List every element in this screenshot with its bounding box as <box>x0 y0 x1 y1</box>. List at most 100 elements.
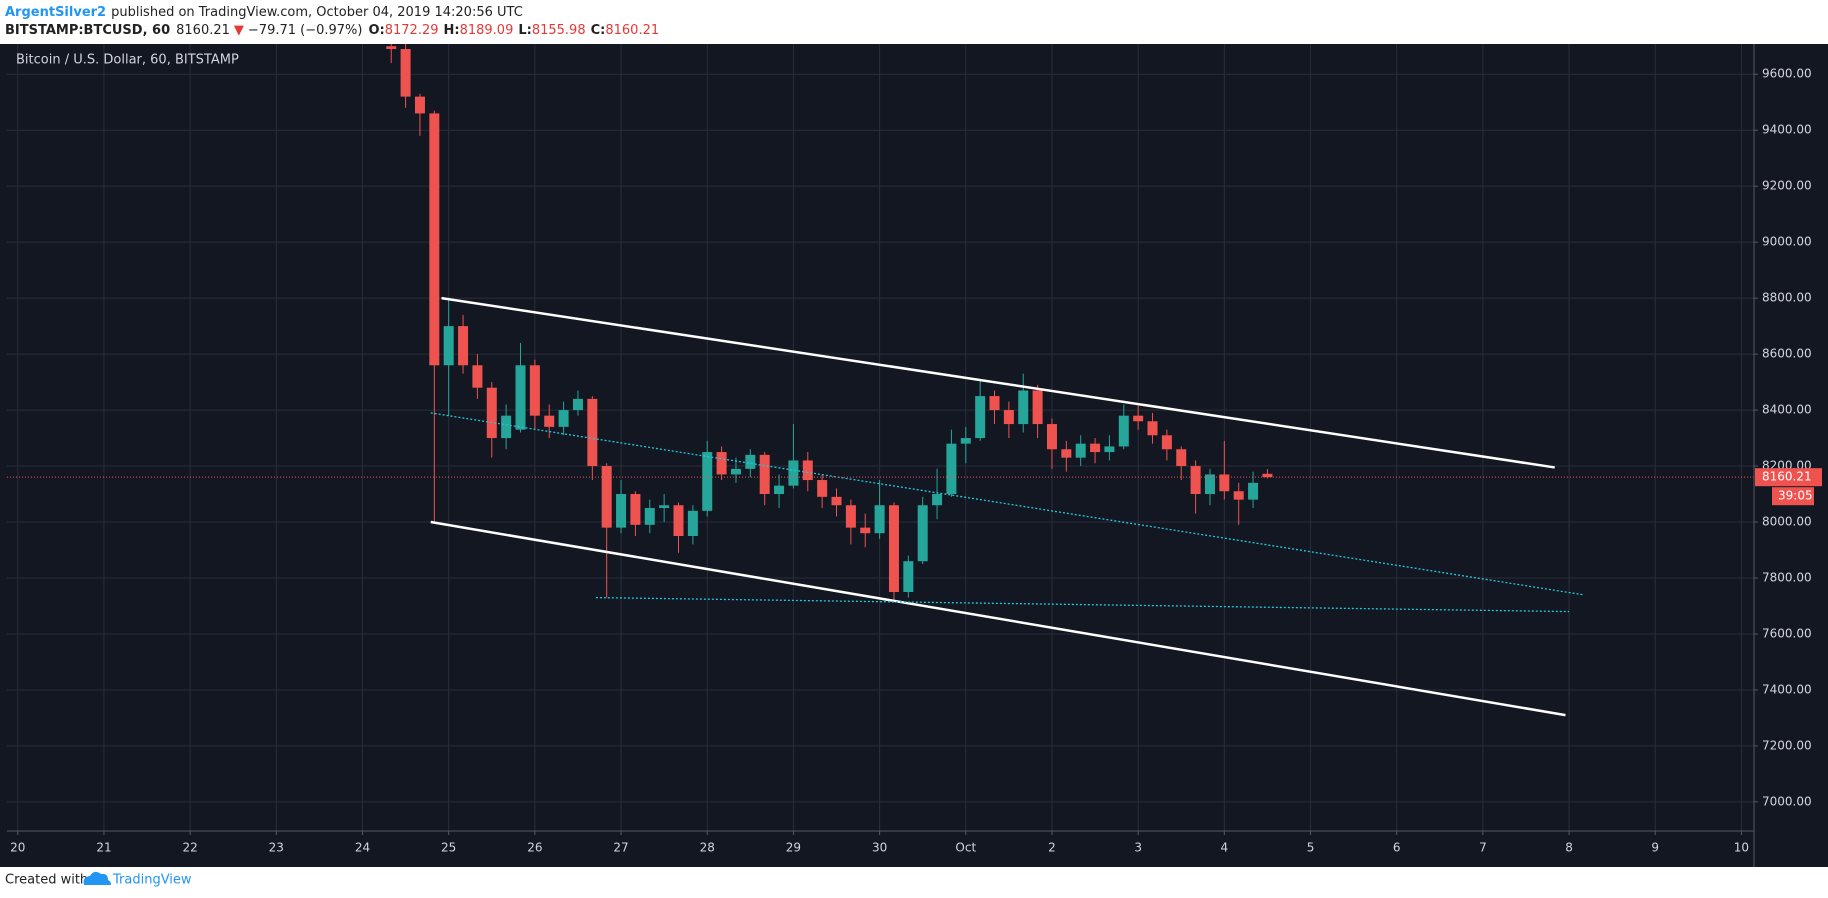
candle-body <box>414 96 425 114</box>
candle-body <box>831 496 842 506</box>
symbol: BITSTAMP:BTCUSD, 60 <box>5 23 170 38</box>
x-tick-label: 29 <box>786 841 801 855</box>
candle-body <box>960 438 971 444</box>
y-tick-label: 9600.00 <box>1762 67 1812 81</box>
published: published on TradingView.com, October 04… <box>111 5 523 20</box>
candle-body <box>745 454 756 469</box>
candle-body <box>1090 443 1101 453</box>
trend-line <box>441 296 1555 469</box>
countdown: 39:05 <box>1778 489 1813 503</box>
candle-body <box>587 398 598 467</box>
o-label: O: <box>368 23 384 38</box>
countdown-box <box>1772 487 1814 506</box>
y-tick-label: 8000.00 <box>1762 515 1812 529</box>
candle-body <box>1176 449 1187 467</box>
header-line-2: BITSTAMP:BTCUSD, 60 8160.21 ▼ −79.71 (−0.97… <box>5 23 659 38</box>
x-tick-label: 9 <box>1651 841 1659 855</box>
y-tick-label: 9200.00 <box>1762 179 1812 193</box>
chart-title: Bitcoin / U.S. Dollar, 60, BITSTAMP <box>16 53 239 68</box>
x-tick-label: 8 <box>1565 841 1573 855</box>
candle-body <box>443 326 454 366</box>
candle-body <box>1248 482 1259 500</box>
candle-body <box>673 505 684 537</box>
candle-body <box>630 494 641 525</box>
brand[interactable]: TradingView <box>112 873 192 888</box>
x-tick-label: 28 <box>700 841 715 855</box>
candle-body <box>1233 491 1244 500</box>
candle-body <box>400 49 411 97</box>
candle-body <box>860 527 871 534</box>
candle-body <box>1262 473 1273 478</box>
trend-line <box>430 520 1566 717</box>
x-tick-label: 26 <box>527 841 542 855</box>
trend-line <box>430 412 1584 596</box>
candle-body <box>1018 390 1029 425</box>
candle-body <box>544 415 555 427</box>
candle-body <box>572 398 583 411</box>
candle-body <box>1075 443 1086 458</box>
chart-background <box>0 44 1828 867</box>
y-tick-label: 8800.00 <box>1762 291 1812 305</box>
last-price-box <box>1755 468 1822 487</box>
candle-body <box>429 113 440 366</box>
candle-body <box>888 505 899 592</box>
l-label: L: <box>518 23 531 38</box>
candle-body <box>774 485 785 495</box>
candle-body <box>659 505 670 509</box>
header-line-1: ArgentSilver2 published on TradingView.co… <box>5 5 523 20</box>
candle-body <box>1118 415 1129 447</box>
candle-body <box>874 505 885 534</box>
last: 8160.21 <box>176 23 230 38</box>
candle-body <box>788 460 799 486</box>
o-value: 8172.29 <box>385 23 439 38</box>
x-tick-label: 3 <box>1134 841 1142 855</box>
x-tick-label: Oct <box>955 841 976 855</box>
candle-body <box>601 466 612 528</box>
y-tick-label: 7400.00 <box>1762 682 1812 696</box>
author[interactable]: ArgentSilver2 <box>5 5 106 20</box>
change: −79.71 (−0.97%) <box>248 23 363 38</box>
candle-body <box>845 505 856 528</box>
candle-body <box>386 46 397 50</box>
candle-body <box>1219 474 1230 492</box>
y-tick-label: 9400.00 <box>1762 123 1812 137</box>
candle-body <box>644 508 655 525</box>
y-tick-label: 7200.00 <box>1762 738 1812 752</box>
candle-body <box>932 494 943 506</box>
candle-body <box>730 468 741 475</box>
x-tick-label: 25 <box>441 841 456 855</box>
x-tick-label: 10 <box>1734 841 1749 855</box>
candle-body <box>472 365 483 388</box>
x-tick-label: 21 <box>96 841 111 855</box>
candle-body <box>1032 390 1043 425</box>
y-tick-label: 7000.00 <box>1762 794 1812 808</box>
candle-body <box>903 561 914 592</box>
x-tick-label: 23 <box>269 841 284 855</box>
candle-body <box>702 452 713 511</box>
candle-body <box>1204 474 1215 495</box>
candle-body <box>616 494 627 528</box>
candle-body <box>486 387 497 439</box>
y-tick-label: 9000.00 <box>1762 235 1812 249</box>
l-value: 8155.98 <box>532 23 586 38</box>
last-price-label: 8160.21 <box>1762 470 1812 484</box>
plot <box>7 44 1754 831</box>
candle-body <box>989 396 1000 411</box>
arrow: ▼ <box>234 23 244 38</box>
candle-body <box>1061 449 1072 458</box>
candle-body <box>1003 410 1014 425</box>
candle-body <box>1046 424 1057 450</box>
candle-body <box>802 460 813 481</box>
clipped-plot <box>7 44 1754 831</box>
x-tick-label: 5 <box>1307 841 1315 855</box>
logo <box>83 871 111 885</box>
candle-body <box>458 326 469 366</box>
candle-body <box>1133 415 1144 422</box>
candle-body <box>759 454 770 495</box>
candle-body <box>917 505 928 562</box>
candle-body <box>501 415 512 439</box>
y-tick-label: 8600.00 <box>1762 347 1812 361</box>
candle-body <box>716 452 727 475</box>
x-tick-label: 27 <box>613 841 628 855</box>
